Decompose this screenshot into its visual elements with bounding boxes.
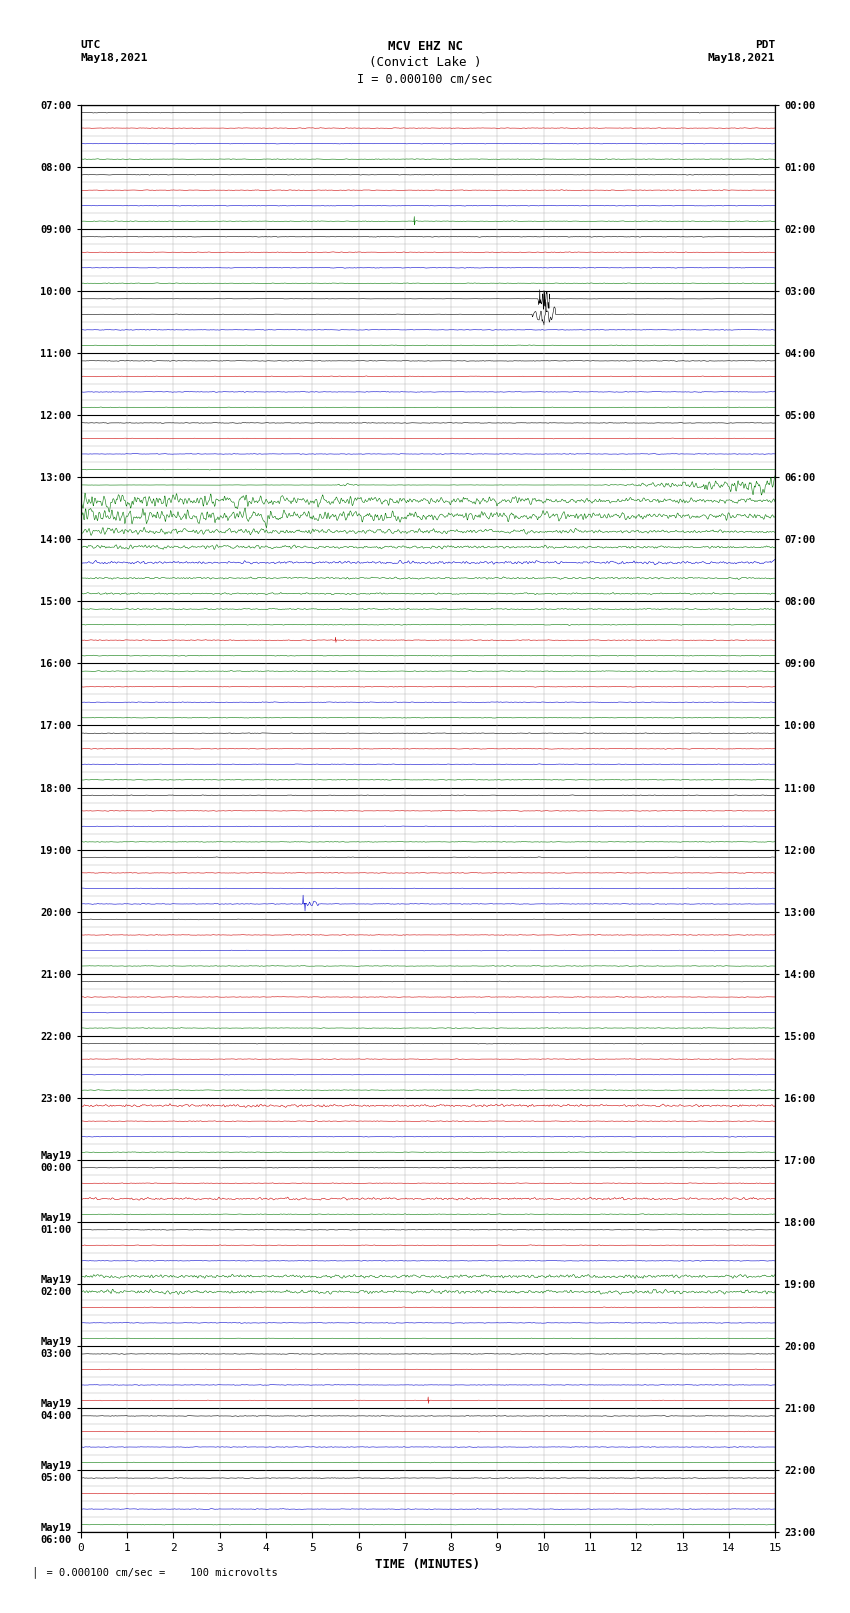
Text: (Convict Lake ): (Convict Lake ) [369,56,481,69]
Text: ▏ = 0.000100 cm/sec =    100 microvolts: ▏ = 0.000100 cm/sec = 100 microvolts [34,1566,278,1578]
X-axis label: TIME (MINUTES): TIME (MINUTES) [376,1558,480,1571]
Text: MCV EHZ NC: MCV EHZ NC [388,40,462,53]
Text: PDT: PDT [755,40,775,50]
Text: May18,2021: May18,2021 [708,53,775,63]
Text: UTC: UTC [81,40,101,50]
Text: May18,2021: May18,2021 [81,53,148,63]
Text: I = 0.000100 cm/sec: I = 0.000100 cm/sec [357,73,493,85]
